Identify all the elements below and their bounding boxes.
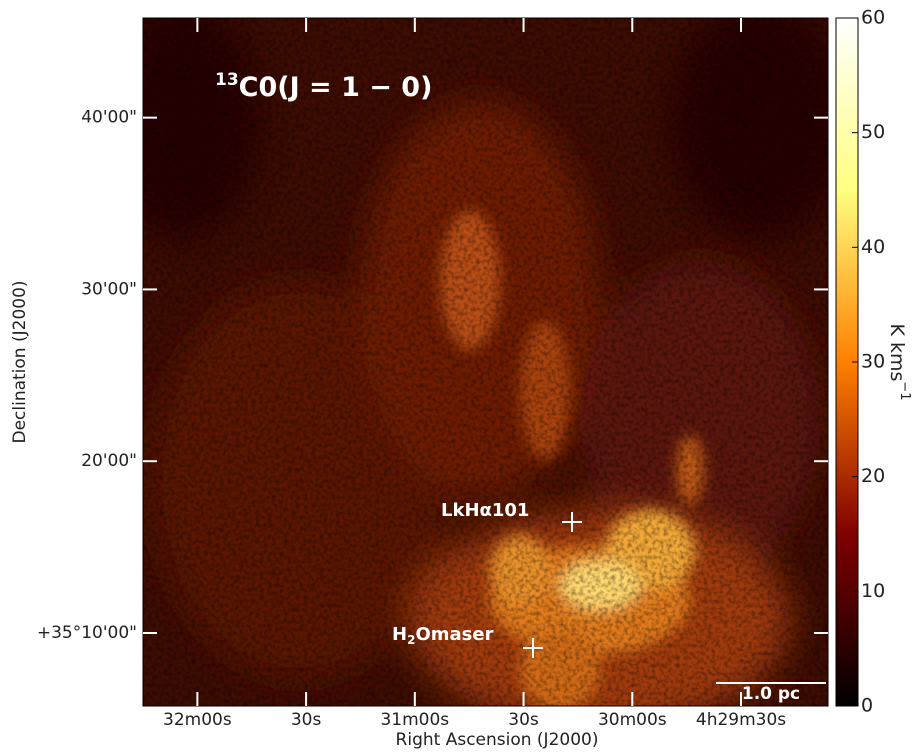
chart: 13C0(J = 1 − 0) Right Ascension (J2000) …	[0, 0, 915, 750]
x-tick-label: 30m00s	[598, 710, 667, 730]
x-axis-label: Right Ascension (J2000)	[396, 730, 599, 750]
x-tick-label: 30s	[508, 710, 539, 730]
colorbar-unit: K kms	[887, 323, 909, 381]
colorbar-tick-label: 0	[861, 695, 873, 717]
colorbar-unit-superscript: −1	[898, 381, 913, 400]
annotation-text: LkHα101	[441, 500, 529, 521]
colorbar-label: K kms−1	[887, 323, 913, 400]
colorbar-tick-label: 10	[861, 580, 885, 602]
colorbar-tick-label: 20	[861, 465, 885, 487]
y-tick-label: +35°10'00"	[37, 623, 137, 643]
y-tick-label: 30'00"	[81, 279, 137, 299]
annotation-subscript: 2	[407, 633, 415, 647]
annotation-text: Omaser	[415, 624, 493, 645]
x-tick-label: 4h29m30s	[696, 710, 786, 730]
chart-title: 13C0(J = 1 − 0)	[215, 70, 432, 103]
colorbar-tick-label: 30	[861, 351, 885, 373]
x-tick-label: 30s	[291, 710, 322, 730]
y-tick-label: 20'00"	[81, 451, 137, 471]
colorbar-tick-label: 40	[861, 236, 885, 258]
y-tick-label: 40'00"	[81, 108, 137, 128]
title-text: C0(J = 1 − 0)	[239, 72, 433, 103]
colorbar-tick-label: 60	[861, 7, 885, 29]
colorbar-tick-label: 50	[861, 121, 885, 143]
x-tick-label: 31m00s	[380, 710, 449, 730]
annotation-text: H	[392, 624, 407, 645]
title-superscript: 13	[215, 70, 239, 90]
x-tick-label: 32m00s	[163, 710, 232, 730]
intensity-map	[100, 0, 850, 730]
annotation: LkHα101	[441, 500, 529, 521]
scale-bar-label: 1.0 pc	[742, 684, 800, 704]
y-axis-label: Declination (J2000)	[10, 280, 30, 443]
